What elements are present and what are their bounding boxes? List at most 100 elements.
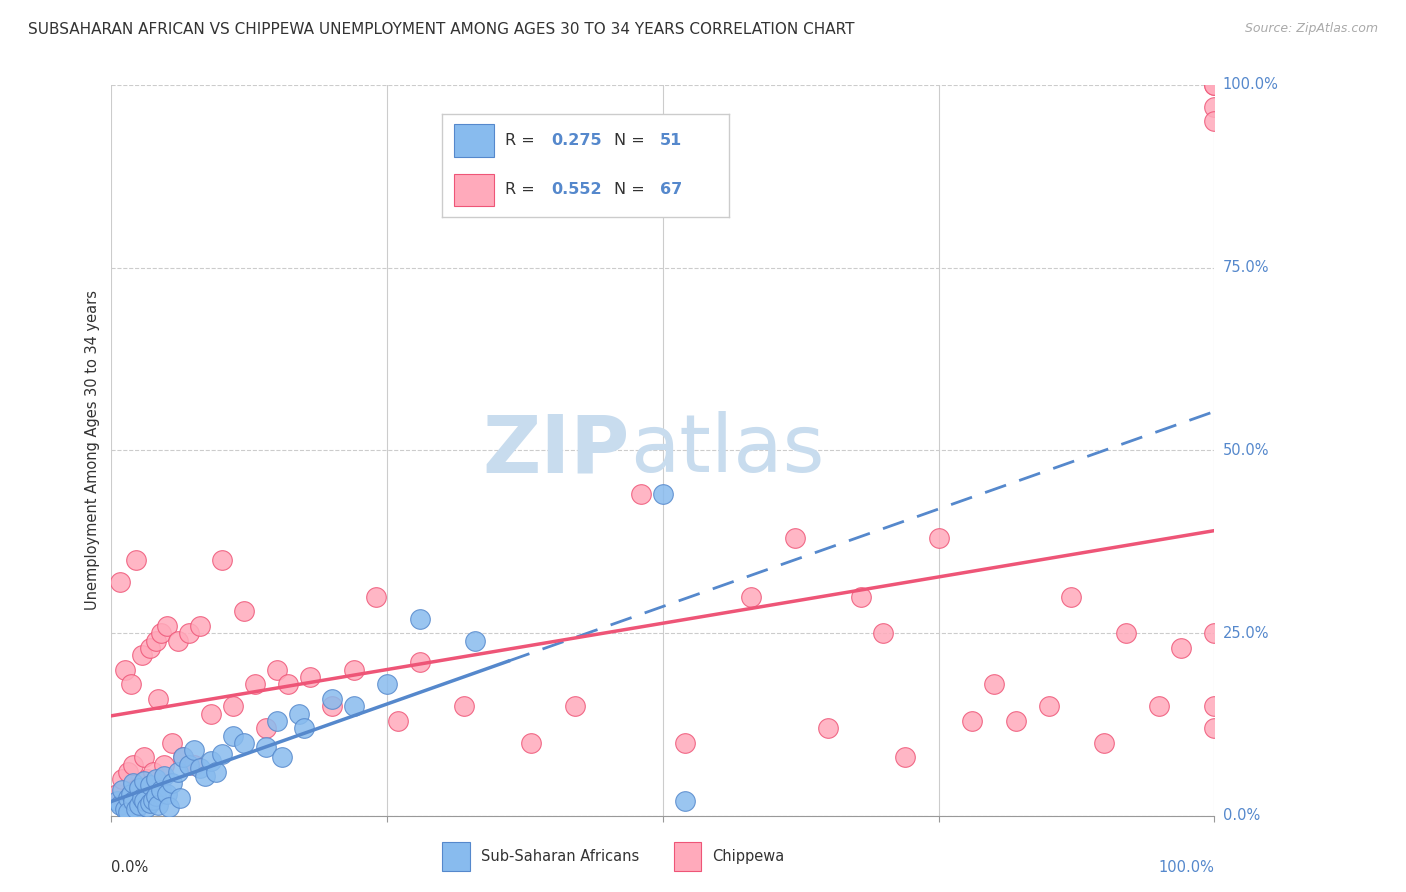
Point	[160, 736, 183, 750]
Point	[105, 787, 128, 801]
Point	[120, 787, 142, 801]
Point	[366, 590, 388, 604]
Point	[134, 750, 156, 764]
Text: 75.0%: 75.0%	[1223, 260, 1270, 276]
Point	[1204, 721, 1226, 735]
Text: R =: R =	[505, 133, 540, 148]
Point	[1204, 626, 1226, 640]
Point	[139, 796, 162, 810]
Text: 0.0%: 0.0%	[1223, 808, 1260, 823]
Point	[254, 739, 277, 754]
Point	[122, 794, 145, 808]
Point	[673, 794, 696, 808]
Point	[321, 699, 343, 714]
Point	[298, 670, 321, 684]
Point	[740, 590, 762, 604]
Point	[630, 487, 652, 501]
Text: N =: N =	[614, 133, 650, 148]
Point	[211, 553, 233, 567]
Point	[142, 793, 165, 807]
Point	[124, 553, 146, 567]
Text: Source: ZipAtlas.com: Source: ZipAtlas.com	[1244, 22, 1378, 36]
Point	[172, 750, 194, 764]
Point	[343, 699, 366, 714]
Text: 51: 51	[661, 133, 682, 148]
Point	[277, 677, 299, 691]
Text: N =: N =	[614, 183, 650, 197]
Point	[211, 747, 233, 761]
Point	[117, 765, 139, 780]
Point	[114, 663, 136, 677]
Point	[928, 531, 950, 545]
Point	[288, 706, 311, 721]
Point	[409, 656, 432, 670]
Point	[188, 619, 211, 633]
Point	[1092, 736, 1115, 750]
Point	[153, 769, 176, 783]
Point	[343, 663, 366, 677]
Point	[139, 778, 162, 792]
Point	[519, 736, 541, 750]
Point	[872, 626, 894, 640]
Point	[222, 729, 245, 743]
Point	[266, 714, 288, 728]
Text: 100.0%: 100.0%	[1159, 860, 1215, 875]
Text: 0.552: 0.552	[551, 183, 602, 197]
Point	[122, 776, 145, 790]
Point	[1060, 590, 1083, 604]
Point	[1204, 699, 1226, 714]
Text: 100.0%: 100.0%	[1223, 78, 1278, 93]
Point	[166, 765, 188, 780]
Point	[131, 648, 153, 662]
Point	[169, 790, 191, 805]
Point	[271, 750, 294, 764]
Point	[1204, 78, 1226, 92]
Point	[851, 590, 873, 604]
Point	[188, 762, 211, 776]
Point	[122, 757, 145, 772]
Point	[124, 802, 146, 816]
Point	[785, 531, 807, 545]
Bar	[454, 124, 494, 157]
Text: R =: R =	[505, 183, 540, 197]
Text: 25.0%: 25.0%	[1223, 625, 1270, 640]
Bar	[454, 174, 494, 206]
Point	[117, 790, 139, 805]
Text: ZIP: ZIP	[482, 411, 630, 490]
Point	[146, 797, 169, 812]
Point	[183, 743, 205, 757]
Point	[153, 757, 176, 772]
Point	[110, 575, 132, 590]
Point	[114, 802, 136, 816]
Point	[564, 699, 586, 714]
Point	[1147, 699, 1170, 714]
Point	[1004, 714, 1026, 728]
Point	[321, 692, 343, 706]
Point	[1170, 640, 1192, 655]
Point	[120, 677, 142, 691]
Text: 0.0%: 0.0%	[111, 860, 149, 875]
Point	[128, 781, 150, 796]
Y-axis label: Unemployment Among Ages 30 to 34 years: Unemployment Among Ages 30 to 34 years	[86, 291, 100, 610]
Point	[150, 626, 173, 640]
Point	[409, 611, 432, 625]
Text: Sub-Saharan Africans: Sub-Saharan Africans	[481, 848, 640, 863]
Point	[146, 692, 169, 706]
Point	[232, 604, 254, 618]
Point	[222, 699, 245, 714]
Point	[387, 714, 409, 728]
Point	[243, 677, 266, 691]
Point	[200, 706, 222, 721]
Point	[673, 736, 696, 750]
Point	[1204, 100, 1226, 114]
Point	[142, 765, 165, 780]
Point	[166, 633, 188, 648]
Text: 0.275: 0.275	[551, 133, 602, 148]
Point	[145, 772, 167, 787]
Point	[160, 776, 183, 790]
Point	[172, 750, 194, 764]
Point	[651, 487, 673, 501]
Point	[1038, 699, 1060, 714]
Point	[111, 783, 134, 797]
Point	[135, 772, 157, 787]
